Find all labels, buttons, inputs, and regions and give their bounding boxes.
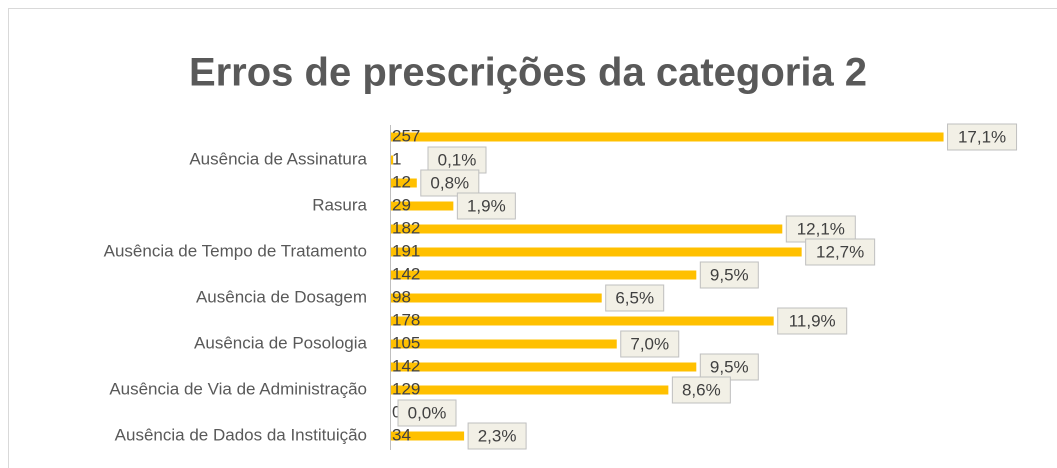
bar	[391, 270, 697, 280]
bar	[391, 178, 417, 188]
category-label: Ausência de Posologia	[194, 333, 368, 352]
share-callout	[467, 422, 527, 450]
count-label: 34	[392, 425, 411, 444]
category-label: Ausência de Dados da Instituição	[115, 425, 367, 444]
share-callout	[671, 376, 731, 404]
bar	[391, 201, 454, 211]
share-label: 0,1%	[438, 150, 477, 169]
bar	[391, 247, 802, 257]
chart-title: Erros de prescrições da categoria 2	[189, 51, 867, 95]
share-label: 7,0%	[630, 334, 669, 353]
share-callout	[605, 284, 665, 312]
share-label: 9,5%	[710, 357, 749, 376]
share-callout	[699, 261, 759, 289]
count-label: 98	[392, 287, 411, 306]
share-callout	[785, 215, 856, 243]
count-label: 142	[392, 264, 420, 283]
count-label: 129	[392, 379, 420, 398]
share-label: 11,9%	[789, 311, 836, 330]
category-label: Ausência de Dosagem	[196, 287, 367, 306]
count-label: 191	[392, 241, 420, 260]
share-callout	[456, 192, 516, 220]
count-label: 257	[392, 126, 420, 145]
share-callout	[805, 238, 876, 266]
share-label: 2,3%	[478, 426, 517, 445]
count-label: 12	[392, 172, 411, 191]
bar	[391, 385, 669, 395]
share-label: 6,5%	[615, 288, 654, 307]
bar	[391, 316, 774, 326]
share-callout	[620, 330, 680, 358]
count-label: 182	[392, 218, 420, 237]
count-label: 0	[392, 402, 401, 421]
bar	[391, 224, 783, 234]
share-label: 12,1%	[797, 219, 845, 238]
bar	[391, 339, 617, 349]
bar	[391, 431, 465, 441]
count-label: 178	[392, 310, 420, 329]
count-label: 142	[392, 356, 420, 375]
bar	[391, 293, 602, 303]
share-callout	[699, 353, 759, 381]
share-callout	[947, 123, 1018, 151]
share-label: 0,8%	[430, 173, 469, 192]
share-label: 17,1%	[958, 127, 1006, 146]
count-label: 105	[392, 333, 420, 352]
share-label: 0,0%	[408, 403, 447, 422]
share-callout	[777, 307, 848, 335]
category-label: Rasura	[312, 195, 367, 214]
bar	[391, 362, 697, 372]
bar	[391, 155, 394, 165]
bar	[391, 132, 944, 142]
share-label: 1,9%	[467, 196, 506, 215]
share-label: 12,7%	[816, 242, 864, 261]
share-callout	[420, 169, 480, 197]
share-label: 9,5%	[710, 265, 749, 284]
count-label: 29	[392, 195, 411, 214]
share-label: 8,6%	[682, 380, 721, 399]
share-callout	[397, 399, 457, 427]
category-label: Ausência de Via de Administração	[109, 379, 367, 398]
count-label: 1	[392, 149, 401, 168]
category-label: Ausência de Tempo de Tratamento	[104, 241, 367, 260]
category-label: Ausência de Assinatura	[189, 149, 367, 168]
